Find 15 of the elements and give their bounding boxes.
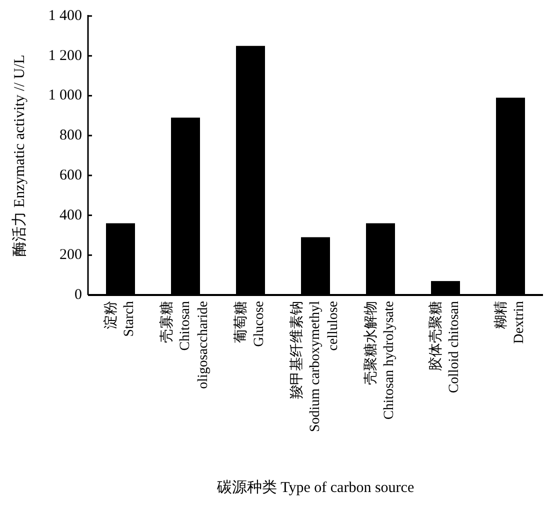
x-tick-label: 羧甲基纤维素钠 Sodium carboxymethyl cellulose xyxy=(289,300,341,432)
y-tick-label: 0 xyxy=(74,287,82,303)
x-tick-label: 胶体壳聚糖 Colloid chitosan xyxy=(428,301,462,394)
y-tick-label: 200 xyxy=(60,247,82,264)
y-tick-label: 1 000 xyxy=(48,88,82,104)
y-tick-label: 1 400 xyxy=(48,8,82,24)
y-axis-title: 酶活力 Enzymatic activity // U/L xyxy=(11,54,28,256)
x-tick-label: 壳寡糖 Chitosan oligosaccharide xyxy=(159,301,211,389)
x-tick-label: 淀粉 Starch xyxy=(103,301,137,337)
y-tick-label: 600 xyxy=(60,167,82,184)
x-axis-title: 碳源种类 Type of carbon source xyxy=(216,479,414,496)
y-tick-label: 1 200 xyxy=(48,48,82,64)
x-tick-label: 糊精 Dextrin xyxy=(493,301,527,344)
y-tick-label: 800 xyxy=(60,128,82,144)
y-tick-label: 400 xyxy=(60,207,82,224)
